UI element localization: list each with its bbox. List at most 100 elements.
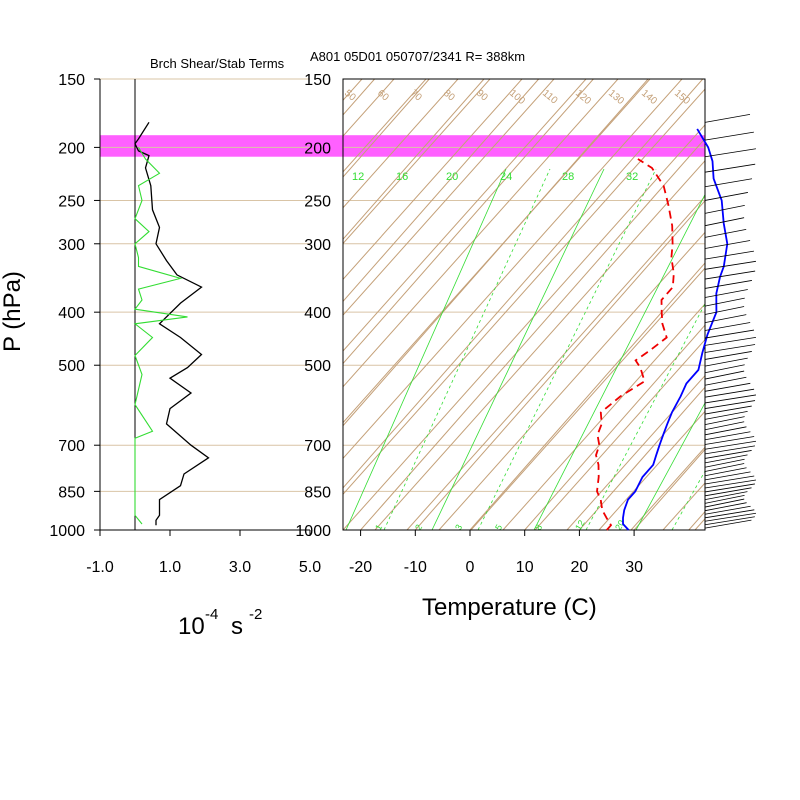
wind-barb	[704, 204, 745, 214]
highlight-band	[100, 135, 705, 157]
skewt-y-tick-label: 150	[304, 72, 331, 89]
dewpoint-line	[595, 158, 675, 531]
isotherm-line	[343, 79, 704, 489]
left-y-tick-label: 150	[58, 72, 85, 89]
isotherm-line	[469, 262, 705, 530]
left-x-tick-label: -1.0	[86, 559, 114, 576]
dry-adiabat-line	[502, 303, 705, 530]
mixing-ratio-label: 16	[396, 171, 408, 183]
wind-barb	[704, 440, 757, 450]
theta-label: 70	[408, 88, 424, 104]
left-panel-title: Brch Shear/Stab Terms	[150, 56, 285, 71]
mixing-ratio-bottom-label: 8	[533, 523, 544, 532]
skewt-y-tick-label: 500	[304, 358, 331, 375]
theta-label: 90	[474, 88, 490, 104]
wind-barb	[704, 376, 747, 386]
wind-barb	[704, 240, 751, 249]
wind-barb	[704, 494, 745, 504]
dry-adiabat-line	[727, 60, 800, 530]
mixing-ratio-bottom-label: 2	[413, 523, 424, 532]
wind-barb	[704, 192, 748, 201]
skewt-y-tick-label: 1000	[295, 523, 331, 540]
skewt-x-tick-label: 0	[466, 559, 475, 576]
dry-adiabat-line	[534, 339, 705, 530]
wind-barb	[704, 357, 748, 367]
left-series-line	[134, 121, 210, 526]
mixing-ratio-line	[635, 402, 705, 530]
mixing-ratio-line	[533, 193, 705, 530]
mixing-ratio-label: 20	[446, 171, 458, 183]
dry-adiabat-line	[374, 159, 705, 530]
dry-adiabat-line	[343, 79, 491, 245]
mixing-ratio-label: 12	[352, 171, 364, 183]
mixing-ratio-label: 32	[626, 171, 638, 183]
isotherm-line	[633, 448, 705, 530]
mixing-ratio-line	[585, 303, 705, 530]
wind-barb	[704, 322, 751, 331]
wind-barb	[704, 467, 747, 477]
skewt-y-tick-label: 400	[304, 305, 331, 322]
left-units-exp2: -2	[249, 606, 262, 623]
wind-barb	[704, 445, 756, 455]
wind-barb	[704, 519, 752, 529]
wind-barb	[704, 479, 757, 489]
wind-barb	[704, 280, 752, 289]
dry-adiabat-line	[343, 79, 683, 460]
wind-barb	[704, 509, 755, 519]
skewt-y-tick-label: 700	[304, 438, 331, 455]
series-layer	[133, 121, 729, 531]
wind-barb	[704, 250, 755, 260]
wind-barb	[704, 502, 747, 512]
dry-adiabat-line	[406, 195, 705, 530]
wind-barb	[704, 329, 755, 339]
dry-adiabat-line	[759, 60, 800, 530]
left-units-base: 10	[178, 613, 205, 640]
left-y-tick-label: 400	[58, 305, 85, 322]
dry-adiabat-line	[343, 79, 427, 173]
mixing-ratio-bottom-label: 5	[493, 523, 504, 532]
wind-barb	[704, 394, 757, 404]
left-y-tick-label: 700	[58, 438, 85, 455]
mixing-ratio-line	[345, 168, 507, 530]
skewt-x-tick-label: 20	[571, 559, 589, 576]
mixing-ratio-label: 24	[500, 171, 512, 183]
wind-barb	[704, 475, 755, 485]
theta-label: 80	[441, 88, 457, 104]
skewt-x-tick-label: 10	[516, 559, 534, 576]
wind-barb	[704, 400, 756, 409]
wind-barb	[704, 416, 745, 426]
mixing-ratio-line	[671, 470, 705, 530]
theta-label: 60	[375, 88, 391, 104]
wind-barb	[704, 491, 748, 501]
wind-barb	[704, 436, 755, 445]
wind-barb	[704, 113, 751, 123]
dry-adiabat-line	[343, 79, 651, 424]
wind-barb	[704, 337, 757, 346]
dry-adiabat-line	[791, 60, 800, 530]
wind-barbs	[704, 113, 757, 529]
isotherm-line	[524, 324, 705, 530]
left-x-tick-label: 3.0	[229, 559, 251, 576]
theta-label: 130	[606, 88, 626, 107]
wind-barb	[704, 512, 757, 522]
left-x-tick-label: 1.0	[159, 559, 181, 576]
wind-barb	[704, 131, 754, 141]
mixing-ratio-line	[383, 168, 551, 530]
wind-barb	[704, 471, 751, 481]
temperature-line	[622, 128, 729, 531]
isotherm-line	[343, 79, 430, 178]
skewt-x-tick-label: -10	[404, 559, 427, 576]
wind-barb	[704, 450, 752, 459]
wind-barb	[704, 228, 747, 238]
dry-adiabat-line	[438, 231, 705, 530]
wind-barb	[704, 270, 756, 280]
dry-adiabat-line	[343, 79, 363, 102]
dry-adiabat-line	[343, 79, 555, 316]
tick-labels: 1502002503004005007008501000150200250300…	[49, 72, 643, 576]
left-y-tick-label: 1000	[49, 523, 85, 540]
isotherm-line	[360, 137, 705, 530]
left-y-tick-label: 250	[58, 193, 85, 210]
